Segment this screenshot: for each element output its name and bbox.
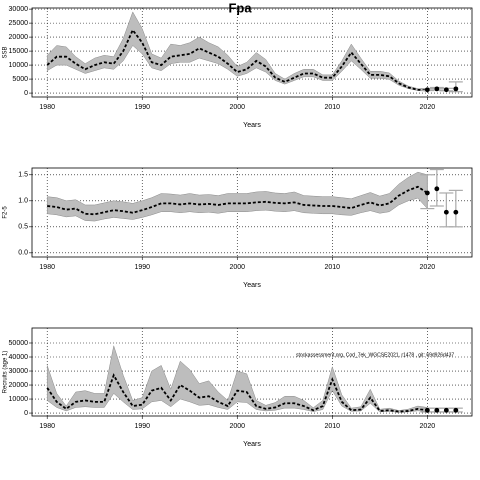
x-tick-label: 1980 xyxy=(39,104,55,111)
y-tick-label: 10000 xyxy=(9,396,29,403)
x-tick-label: 2010 xyxy=(325,264,341,271)
y-tick-label: 5000 xyxy=(12,76,28,83)
estimate-point xyxy=(434,186,440,192)
y-tick-label: 1.5 xyxy=(18,172,28,179)
estimate-point xyxy=(443,87,449,93)
y-tick-label: 0.5 xyxy=(18,224,28,231)
x-axis-label: Years xyxy=(243,122,261,129)
y-tick-label: 15000 xyxy=(9,48,29,55)
x-tick-label: 2000 xyxy=(229,104,245,111)
y-axis-label: F2-5 xyxy=(3,206,9,219)
y-tick-label: 10000 xyxy=(9,62,29,69)
x-axis-label: Years xyxy=(243,441,261,448)
plot-frame xyxy=(31,167,473,258)
y-tick-label: 0.0 xyxy=(18,250,28,257)
x-tick-label: 2020 xyxy=(420,264,436,271)
plot-frame xyxy=(31,7,473,98)
median-line xyxy=(46,373,428,413)
estimate-point xyxy=(424,407,430,413)
x-tick-label: 2000 xyxy=(229,423,245,430)
plot-frame xyxy=(31,327,473,417)
y-tick-label: 0 xyxy=(24,90,28,97)
estimate-point xyxy=(424,190,430,196)
x-tick-label: 1990 xyxy=(134,423,150,430)
estimate-point xyxy=(453,86,459,92)
estimate-point xyxy=(453,209,459,215)
median-line xyxy=(46,28,428,92)
x-tick-label: 1980 xyxy=(39,264,55,271)
estimate-point xyxy=(424,87,430,93)
x-axis-label: Years xyxy=(243,282,261,289)
estimate-point xyxy=(434,86,440,92)
estimate-point xyxy=(434,407,440,413)
x-tick-label: 2020 xyxy=(420,104,436,111)
y-tick-label: 1.0 xyxy=(18,198,28,205)
y-axis-label: Recruits (age 1) xyxy=(3,351,9,394)
x-tick-label: 2010 xyxy=(325,104,341,111)
median-line xyxy=(47,185,428,216)
y-axis-label: SSB xyxy=(3,46,9,58)
x-tick-label: 1990 xyxy=(134,104,150,111)
y-tick-label: 0 xyxy=(24,410,28,417)
y-tick-label: 30000 xyxy=(9,368,29,375)
x-tick-label: 2000 xyxy=(229,264,245,271)
y-tick-label: 50000 xyxy=(9,340,29,347)
y-tick-label: 20000 xyxy=(9,382,29,389)
x-tick-label: 2010 xyxy=(325,423,341,430)
x-tick-label: 1990 xyxy=(134,264,150,271)
x-tick-label: 2020 xyxy=(420,423,436,430)
annotation: stockassessment.org, Cod_7ek_WGCSE2021, … xyxy=(296,352,454,358)
y-tick-label: 20000 xyxy=(9,34,29,41)
y-tick-label: 25000 xyxy=(9,20,29,27)
estimate-point xyxy=(443,407,449,413)
y-tick-label: 30000 xyxy=(9,6,29,13)
y-tick-label: 40000 xyxy=(9,354,29,361)
x-tick-label: 1980 xyxy=(39,423,55,430)
estimate-point xyxy=(443,209,449,215)
estimate-point xyxy=(453,407,459,413)
